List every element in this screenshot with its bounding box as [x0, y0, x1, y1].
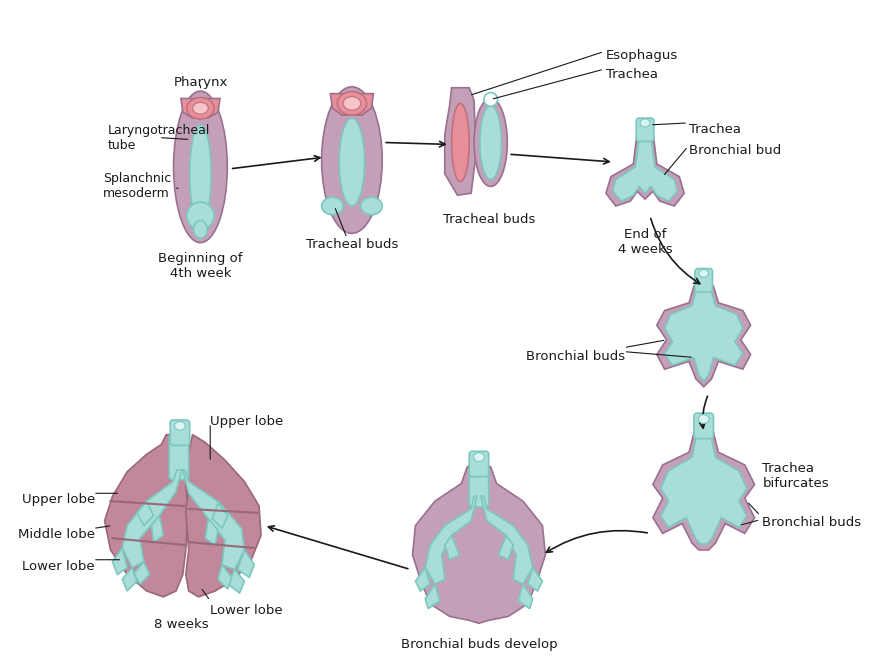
Polygon shape: [415, 568, 430, 591]
Polygon shape: [444, 88, 476, 195]
Polygon shape: [606, 131, 684, 206]
Text: End of
4 weeks: End of 4 weeks: [618, 228, 672, 257]
Ellipse shape: [484, 93, 497, 106]
Text: Bronchial buds develop: Bronchial buds develop: [400, 638, 557, 651]
Ellipse shape: [699, 415, 709, 424]
Polygon shape: [330, 94, 373, 115]
Polygon shape: [656, 283, 751, 387]
Polygon shape: [661, 436, 747, 544]
Polygon shape: [105, 433, 188, 597]
FancyBboxPatch shape: [694, 413, 714, 439]
Polygon shape: [413, 462, 546, 623]
FancyBboxPatch shape: [469, 467, 488, 507]
Ellipse shape: [473, 453, 484, 462]
Polygon shape: [122, 568, 137, 591]
Polygon shape: [113, 548, 127, 574]
Text: Tracheal buds: Tracheal buds: [443, 213, 535, 226]
Polygon shape: [137, 501, 153, 526]
Text: Lower lobe: Lower lobe: [210, 604, 282, 617]
Polygon shape: [228, 570, 245, 593]
Polygon shape: [205, 518, 218, 545]
Polygon shape: [425, 584, 440, 609]
Ellipse shape: [187, 98, 214, 119]
Polygon shape: [151, 516, 164, 542]
Text: Middle lobe: Middle lobe: [18, 528, 95, 542]
FancyBboxPatch shape: [169, 435, 188, 480]
Polygon shape: [528, 568, 542, 591]
Text: Bronchial buds: Bronchial buds: [526, 349, 626, 363]
Ellipse shape: [640, 119, 650, 127]
Polygon shape: [181, 98, 220, 118]
Ellipse shape: [174, 422, 186, 430]
Polygon shape: [444, 535, 459, 560]
Polygon shape: [183, 470, 245, 570]
Polygon shape: [238, 550, 254, 577]
Polygon shape: [612, 135, 678, 201]
Text: Trachea
bifurcates: Trachea bifurcates: [762, 462, 829, 490]
Ellipse shape: [173, 91, 227, 242]
Text: Lower lobe: Lower lobe: [22, 560, 95, 572]
Text: Beginning of
4th week: Beginning of 4th week: [158, 252, 243, 280]
Polygon shape: [134, 562, 150, 584]
Polygon shape: [518, 584, 532, 609]
FancyBboxPatch shape: [469, 452, 488, 477]
Polygon shape: [218, 564, 231, 589]
Text: Tracheal buds: Tracheal buds: [305, 238, 398, 251]
FancyBboxPatch shape: [170, 420, 190, 446]
Ellipse shape: [699, 269, 708, 277]
Ellipse shape: [361, 197, 382, 215]
FancyBboxPatch shape: [695, 269, 713, 292]
Ellipse shape: [321, 87, 382, 233]
Text: Esophagus: Esophagus: [606, 49, 678, 61]
Text: Bronchial buds: Bronchial buds: [762, 516, 862, 529]
Polygon shape: [186, 435, 261, 597]
Ellipse shape: [343, 97, 361, 110]
Ellipse shape: [480, 106, 502, 180]
Polygon shape: [653, 430, 754, 550]
Text: Pharynx: Pharynx: [173, 76, 228, 89]
Text: Bronchial bud: Bronchial bud: [689, 144, 781, 158]
Polygon shape: [122, 470, 182, 568]
Ellipse shape: [187, 202, 214, 229]
Text: Splanchnic
mesoderm: Splanchnic mesoderm: [103, 172, 178, 200]
Ellipse shape: [451, 104, 469, 182]
Polygon shape: [480, 496, 532, 584]
Text: 8 weeks: 8 weeks: [154, 619, 209, 631]
FancyBboxPatch shape: [636, 118, 654, 142]
Ellipse shape: [474, 98, 507, 186]
Ellipse shape: [190, 125, 211, 222]
Text: Upper lobe: Upper lobe: [22, 493, 95, 506]
Text: Trachea: Trachea: [606, 68, 658, 81]
Text: Trachea: Trachea: [689, 123, 741, 136]
Ellipse shape: [194, 220, 208, 238]
Polygon shape: [425, 496, 477, 584]
Polygon shape: [212, 503, 228, 528]
Ellipse shape: [337, 92, 367, 115]
Text: Laryngotracheal
tube: Laryngotracheal tube: [107, 124, 210, 152]
Polygon shape: [498, 535, 513, 560]
Ellipse shape: [339, 118, 364, 206]
Ellipse shape: [193, 102, 209, 114]
Polygon shape: [664, 289, 743, 381]
Ellipse shape: [321, 197, 343, 215]
Text: Upper lobe: Upper lobe: [210, 415, 283, 428]
